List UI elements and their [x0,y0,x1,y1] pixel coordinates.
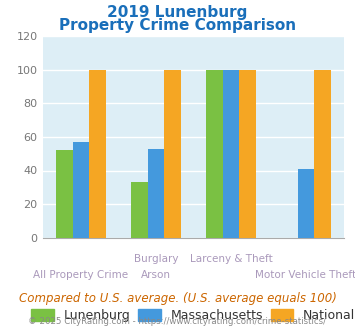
Text: Burglary: Burglary [134,254,178,264]
Bar [314,70,331,238]
Legend: Lunenburg, Massachusetts, National: Lunenburg, Massachusetts, National [27,304,355,327]
Bar [297,169,314,238]
Bar [223,70,239,238]
Text: Compared to U.S. average. (U.S. average equals 100): Compared to U.S. average. (U.S. average … [18,292,337,305]
Bar [56,150,73,238]
Bar [164,70,181,238]
Bar [89,70,106,238]
Bar [206,70,223,238]
Text: 2019 Lunenburg: 2019 Lunenburg [107,5,248,20]
Text: Property Crime Comparison: Property Crime Comparison [59,18,296,33]
Text: © 2025 CityRating.com - https://www.cityrating.com/crime-statistics/: © 2025 CityRating.com - https://www.city… [28,317,327,326]
Bar [131,182,148,238]
Bar [148,149,164,238]
Text: All Property Crime: All Property Crime [33,270,129,280]
Bar [239,70,256,238]
Text: Larceny & Theft: Larceny & Theft [190,254,272,264]
Text: Arson: Arson [141,270,171,280]
Text: Motor Vehicle Theft: Motor Vehicle Theft [255,270,355,280]
Bar [73,142,89,238]
